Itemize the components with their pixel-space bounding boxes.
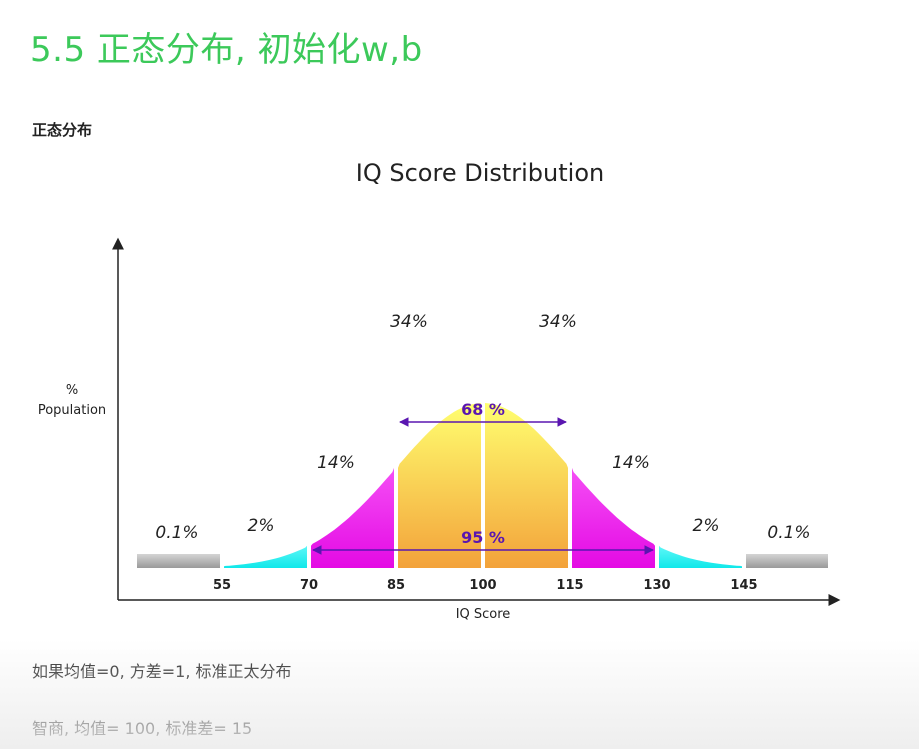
distribution-band-2: [224, 545, 307, 568]
band-percent-label-4: 34%: [390, 312, 428, 332]
band-percent-label-1: 0.1%: [155, 523, 198, 543]
distribution-band-4: [398, 403, 481, 568]
standard-normal-note: 如果均值=0, 方差=1, 标准正太分布: [32, 662, 292, 681]
distribution-band-1: [137, 554, 220, 568]
distribution-band-7: [659, 545, 742, 568]
iq-distribution-chart: IQ Score Distribution 0.1% 2% 14% 34% 34% 14%…: [38, 159, 841, 620]
band-percent-label-8: 0.1%: [767, 523, 810, 543]
section-subheading: 正态分布: [32, 121, 93, 139]
distribution-band-8: [746, 554, 828, 568]
chart-title: IQ Score Distribution: [356, 159, 604, 187]
iq-parameters-note: 智商, 均值= 100, 标准差= 15: [32, 719, 253, 738]
distribution-band-5: [485, 403, 568, 568]
distribution-band-6: [572, 467, 655, 568]
band-percent-label-3: 14%: [317, 453, 355, 473]
x-tick-label-100: 100: [469, 578, 496, 593]
y-axis-label: % Population: [38, 383, 106, 418]
range-label-1: 68 %: [461, 400, 505, 419]
page-heading: 5.5 正态分布, 初始化w,b: [30, 30, 423, 70]
x-tick-label-70: 70: [300, 578, 318, 593]
band-percent-label-5: 34%: [539, 312, 577, 332]
x-tick-label-85: 85: [387, 578, 405, 593]
x-tick-label-115: 115: [556, 578, 583, 593]
distribution-band-3: [311, 467, 394, 568]
x-tick-label-55: 55: [213, 578, 231, 593]
x-tick-label-130: 130: [643, 578, 670, 593]
band-percent-label-2: 2%: [248, 516, 275, 536]
band-percent-label-7: 2%: [693, 516, 720, 536]
x-tick-label-145: 145: [730, 578, 757, 593]
x-axis-label: IQ Score: [456, 607, 511, 620]
range-label-2: 95 %: [461, 528, 505, 547]
band-percent-label-6: 14%: [612, 453, 650, 473]
